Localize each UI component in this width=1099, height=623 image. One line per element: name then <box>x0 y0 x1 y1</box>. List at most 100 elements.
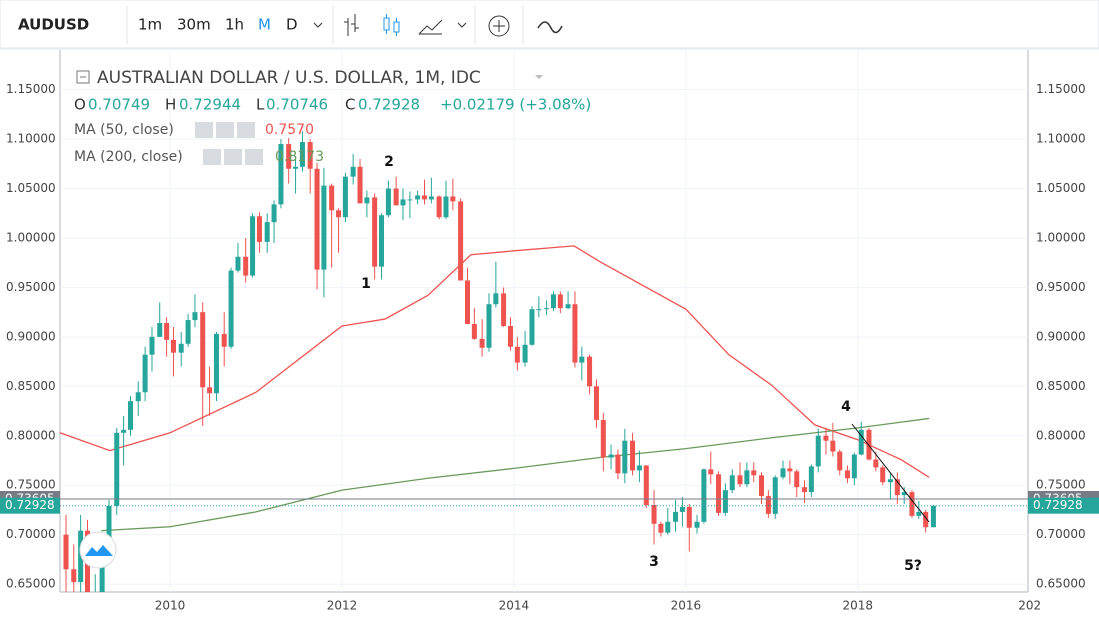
candle-body <box>622 440 628 474</box>
candle-body <box>243 256 249 276</box>
collapse-icon[interactable] <box>76 70 90 84</box>
candle-body <box>823 435 829 441</box>
candle-body <box>464 280 470 325</box>
candle-body <box>479 338 485 348</box>
candle-body <box>815 435 821 467</box>
legend-open: 0.70749 <box>88 96 150 114</box>
candle-body <box>930 505 936 528</box>
bar-style-icon[interactable] <box>344 14 359 36</box>
candle-body <box>844 470 850 479</box>
candle-body <box>808 466 814 493</box>
candle-body <box>278 144 284 205</box>
candle-body <box>765 496 771 514</box>
candle-body <box>114 432 120 506</box>
compare-button[interactable] <box>488 15 510 37</box>
candle-body <box>329 185 335 211</box>
logo-mark <box>85 545 113 556</box>
x-tick-label: 2014 <box>499 599 530 613</box>
candle-body <box>407 199 413 201</box>
candle-body <box>550 294 556 309</box>
candle-body <box>794 471 800 488</box>
x-tick-label: 202 <box>1018 599 1041 613</box>
candle-body <box>493 293 499 305</box>
ma-name[interactable]: MA (50, close) <box>74 122 174 138</box>
candle-body <box>221 333 227 347</box>
area-style-icon[interactable] <box>418 19 443 35</box>
indicators-button[interactable] <box>537 21 563 34</box>
interval[interactable]: D <box>286 16 298 34</box>
legend-low: 0.70746 <box>266 96 328 114</box>
candle-body <box>400 199 406 206</box>
candle-body <box>78 530 84 583</box>
ma-value: 0.7570 <box>265 122 314 138</box>
candle-body <box>178 343 184 353</box>
candle-style-icon[interactable] <box>383 14 400 36</box>
candle-body <box>342 176 348 218</box>
candle-body <box>142 354 148 393</box>
wave-label: 2 <box>384 154 394 170</box>
y-tick-label: 1.00000 <box>6 230 56 244</box>
interval[interactable]: 30m <box>177 16 211 34</box>
candle-body <box>901 492 907 496</box>
candle-body <box>880 467 886 483</box>
candle-body <box>135 392 141 402</box>
ma-buttons[interactable] <box>195 122 263 165</box>
price-label: 0.72928 <box>1033 498 1083 512</box>
y-tick-label: 1.00000 <box>1036 230 1086 244</box>
candle-body <box>858 429 864 455</box>
interval-menu[interactable] <box>313 22 323 28</box>
wave-label: 4 <box>841 399 851 415</box>
candle-body <box>421 195 428 200</box>
candle-body <box>579 356 585 363</box>
y-tick-label: 0.85000 <box>1036 379 1086 393</box>
title-menu[interactable] <box>535 75 543 79</box>
candle-body <box>522 344 528 363</box>
candle-body <box>486 304 492 348</box>
candle-body <box>837 451 843 471</box>
wave-label: 3 <box>649 554 659 570</box>
y-tick-label: 0.70000 <box>6 527 56 541</box>
candle-body <box>364 197 370 204</box>
candle-body <box>536 309 542 311</box>
ma-name[interactable]: MA (200, close) <box>74 149 183 165</box>
candle-body <box>164 323 170 340</box>
candle-body <box>471 324 477 339</box>
moving-average <box>101 417 930 532</box>
candle-body <box>593 386 599 420</box>
candle-body <box>200 312 206 388</box>
symbol[interactable]: AUDUSD <box>18 16 89 34</box>
interval[interactable]: 1m <box>138 16 162 34</box>
candle-body <box>708 469 714 475</box>
y-tick-label: 1.10000 <box>1036 132 1086 146</box>
plot <box>60 50 1028 592</box>
style-menu[interactable] <box>457 22 467 28</box>
candle-body <box>658 523 664 533</box>
logo-bg <box>79 531 117 569</box>
candle-body <box>393 188 399 206</box>
legend-letter: L <box>256 96 265 114</box>
candle-body <box>780 468 786 478</box>
y-tick-label: 1.15000 <box>6 82 56 96</box>
candle-body <box>170 339 176 353</box>
candle-body <box>321 185 327 270</box>
interval[interactable]: 1h <box>225 16 244 34</box>
legend-high: 0.72944 <box>179 96 241 114</box>
interval[interactable]: M <box>258 16 271 34</box>
overlay: AUSTRALIAN DOLLAR / U.S. DOLLAR, 1M, IDC… <box>74 68 591 165</box>
candle-body <box>722 490 728 513</box>
candle-body <box>565 304 571 309</box>
candle-body <box>643 465 649 505</box>
candle-body <box>286 144 292 169</box>
candle-body <box>514 346 520 363</box>
candle-body <box>758 475 765 497</box>
candle-body <box>916 511 922 516</box>
candle-body <box>299 142 305 167</box>
y-tick-label: 1.05000 <box>1036 181 1086 195</box>
legend-letter: H <box>165 96 176 114</box>
y-tick-label: 0.85000 <box>6 379 56 393</box>
candle-body <box>350 166 356 177</box>
candle-body <box>701 469 707 522</box>
candle-body <box>293 166 299 169</box>
legend-title: AUSTRALIAN DOLLAR / U.S. DOLLAR, 1M, IDC <box>97 68 481 88</box>
